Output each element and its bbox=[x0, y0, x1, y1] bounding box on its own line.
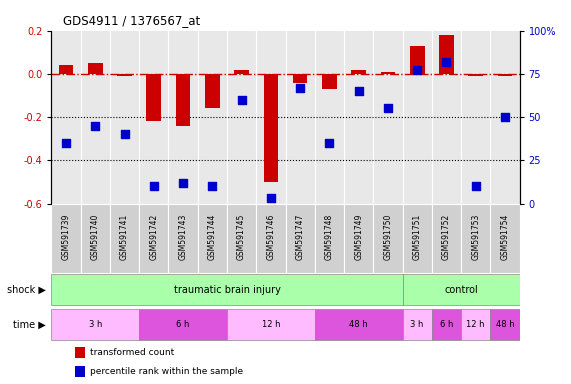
Text: 12 h: 12 h bbox=[467, 320, 485, 329]
Bar bbox=[293, 74, 307, 83]
Bar bbox=[403, 204, 432, 273]
Text: 3 h: 3 h bbox=[411, 320, 424, 329]
Bar bbox=[51, 309, 139, 340]
Point bbox=[91, 122, 100, 129]
Bar bbox=[227, 204, 256, 273]
Bar bbox=[461, 309, 490, 340]
Text: GSM591746: GSM591746 bbox=[266, 214, 275, 260]
Point bbox=[325, 140, 334, 146]
Bar bbox=[198, 204, 227, 273]
Bar bbox=[139, 309, 227, 340]
Bar bbox=[75, 366, 85, 377]
Text: 3 h: 3 h bbox=[89, 320, 102, 329]
Text: GSM591748: GSM591748 bbox=[325, 214, 334, 260]
Text: traumatic brain injury: traumatic brain injury bbox=[174, 285, 280, 295]
Bar bbox=[439, 35, 454, 74]
Text: GSM591751: GSM591751 bbox=[413, 214, 422, 260]
Text: GSM591742: GSM591742 bbox=[149, 214, 158, 260]
Bar bbox=[381, 72, 395, 74]
Text: GSM591750: GSM591750 bbox=[383, 214, 392, 260]
Bar bbox=[176, 74, 190, 126]
Bar bbox=[490, 204, 520, 273]
Bar bbox=[490, 309, 520, 340]
Bar bbox=[139, 204, 168, 273]
Bar bbox=[147, 74, 161, 121]
Text: 48 h: 48 h bbox=[496, 320, 514, 329]
Text: GSM591752: GSM591752 bbox=[442, 214, 451, 260]
Text: GSM591744: GSM591744 bbox=[208, 214, 217, 260]
Text: GSM591741: GSM591741 bbox=[120, 214, 129, 260]
Bar bbox=[75, 347, 85, 358]
Point bbox=[354, 88, 363, 94]
Bar bbox=[117, 74, 132, 76]
Point bbox=[471, 183, 480, 189]
Bar bbox=[51, 204, 81, 273]
Bar bbox=[205, 74, 220, 108]
Bar bbox=[432, 309, 461, 340]
Point bbox=[383, 105, 392, 111]
Text: percentile rank within the sample: percentile rank within the sample bbox=[90, 367, 243, 376]
Bar bbox=[88, 63, 103, 74]
Bar bbox=[322, 74, 337, 89]
Point bbox=[500, 114, 509, 120]
Bar bbox=[81, 204, 110, 273]
Text: GSM591754: GSM591754 bbox=[500, 214, 509, 260]
Bar bbox=[432, 204, 461, 273]
Text: 6 h: 6 h bbox=[440, 320, 453, 329]
Text: shock ▶: shock ▶ bbox=[7, 285, 46, 295]
Bar bbox=[403, 309, 432, 340]
Text: GSM591745: GSM591745 bbox=[237, 214, 246, 260]
Point bbox=[266, 195, 275, 201]
Text: GDS4911 / 1376567_at: GDS4911 / 1376567_at bbox=[63, 14, 200, 27]
Text: 12 h: 12 h bbox=[262, 320, 280, 329]
Point bbox=[237, 97, 246, 103]
Text: GSM591739: GSM591739 bbox=[62, 214, 71, 260]
Text: GSM591740: GSM591740 bbox=[91, 214, 100, 260]
Point bbox=[62, 140, 71, 146]
Bar bbox=[315, 309, 403, 340]
Point bbox=[149, 183, 158, 189]
Point bbox=[120, 131, 129, 137]
Text: control: control bbox=[444, 285, 478, 295]
Bar bbox=[256, 204, 286, 273]
Bar bbox=[227, 309, 315, 340]
Text: GSM591743: GSM591743 bbox=[179, 214, 188, 260]
Bar bbox=[351, 70, 366, 74]
Bar bbox=[59, 65, 73, 74]
Bar bbox=[110, 204, 139, 273]
Bar bbox=[498, 74, 512, 76]
Bar bbox=[344, 204, 373, 273]
Point bbox=[442, 59, 451, 65]
Text: GSM591749: GSM591749 bbox=[354, 214, 363, 260]
Point bbox=[413, 67, 422, 73]
Bar bbox=[468, 74, 483, 76]
Bar bbox=[234, 70, 249, 74]
Bar bbox=[315, 204, 344, 273]
Text: 6 h: 6 h bbox=[176, 320, 190, 329]
Bar bbox=[410, 46, 424, 74]
Bar bbox=[51, 274, 403, 306]
Bar bbox=[373, 204, 403, 273]
Point bbox=[208, 183, 217, 189]
Bar bbox=[168, 204, 198, 273]
Bar bbox=[286, 204, 315, 273]
Text: GSM591753: GSM591753 bbox=[471, 214, 480, 260]
Text: transformed count: transformed count bbox=[90, 348, 174, 357]
Text: time ▶: time ▶ bbox=[13, 319, 46, 329]
Text: GSM591747: GSM591747 bbox=[296, 214, 305, 260]
Bar bbox=[264, 74, 278, 182]
Point bbox=[179, 180, 188, 186]
Bar bbox=[461, 204, 490, 273]
Bar bbox=[403, 274, 520, 306]
Text: 48 h: 48 h bbox=[349, 320, 368, 329]
Point bbox=[296, 84, 305, 91]
